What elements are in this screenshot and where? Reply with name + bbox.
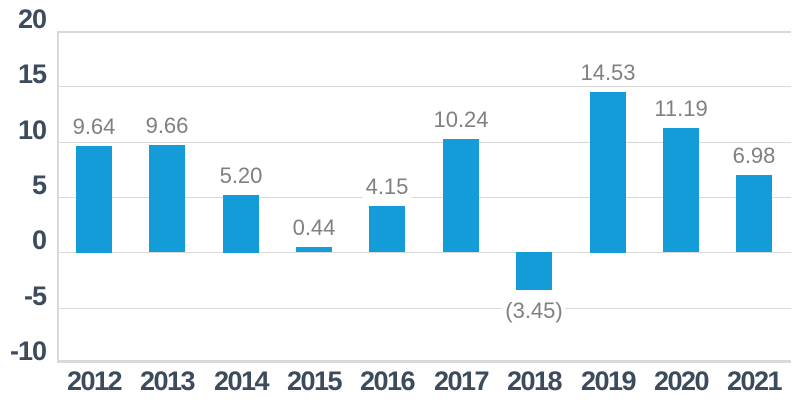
plot-area: 9.64 9.66 5.20 0.44 4.15 10.24 (3.45) 14.53 11.1… — [57, 31, 791, 363]
bar-2013 — [149, 145, 185, 252]
data-label-2015: 0.44 — [289, 215, 339, 241]
gridline-y-10 — [57, 360, 791, 363]
x-tick-label-2021: 2021 — [726, 366, 783, 396]
data-label-2013: 9.66 — [142, 113, 192, 139]
data-label-2016: 4.15 — [362, 174, 412, 200]
gridline-y5 — [57, 197, 791, 198]
bar-2012 — [76, 146, 112, 253]
data-label-2020: 11.19 — [651, 96, 711, 122]
bar-2016 — [369, 206, 405, 252]
bar-2015 — [296, 247, 332, 252]
y-tick-label-5: 5 — [31, 170, 47, 200]
y-axis-line — [57, 31, 59, 363]
bar-2017 — [443, 139, 479, 252]
y-tick-label-20: 20 — [17, 4, 47, 34]
y-tick-label--5: -5 — [23, 281, 47, 311]
y-tick-label-0: 0 — [31, 225, 47, 255]
data-label-2017: 10.24 — [430, 107, 492, 133]
x-tick-label-2014: 2014 — [213, 366, 270, 396]
bar-2018 — [516, 252, 552, 290]
data-label-2012: 9.64 — [69, 114, 119, 140]
x-tick-label-2015: 2015 — [286, 366, 343, 396]
data-label-2019: 14.53 — [577, 60, 639, 86]
x-tick-label-2019: 2019 — [580, 366, 637, 396]
x-tick-label-2012: 2012 — [66, 366, 123, 396]
y-tick-label-10: 10 — [17, 115, 47, 145]
x-tick-label-2018: 2018 — [506, 366, 563, 396]
gridline-y10 — [57, 142, 791, 143]
gridline-y15 — [57, 86, 791, 87]
gridline-y20 — [57, 31, 791, 33]
bar-2020 — [663, 128, 699, 252]
bar-2014 — [223, 195, 259, 253]
gridline-y-5 — [57, 308, 791, 309]
bar-2021 — [736, 175, 772, 252]
y-tick-label-15: 15 — [17, 59, 47, 89]
bar-2019 — [590, 92, 626, 253]
data-label-2018: (3.45) — [502, 298, 566, 324]
x-tick-label-2020: 2020 — [653, 366, 710, 396]
data-label-2014: 5.20 — [216, 163, 266, 189]
data-label-2021: 6.98 — [729, 143, 779, 169]
x-tick-label-2016: 2016 — [359, 366, 416, 396]
y-tick-label--10: -10 — [9, 336, 47, 366]
x-tick-label-2017: 2017 — [433, 366, 490, 396]
gridline-y0 — [57, 252, 791, 253]
x-tick-label-2013: 2013 — [139, 366, 196, 396]
